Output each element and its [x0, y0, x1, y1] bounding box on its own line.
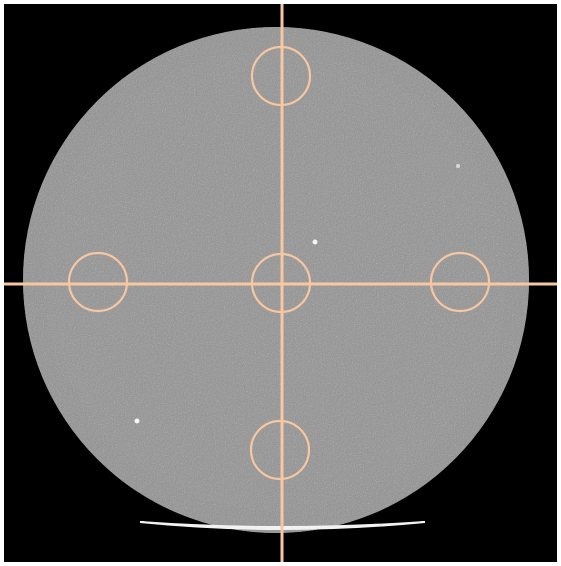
roi-center — [250, 252, 312, 314]
roi-top — [250, 45, 312, 107]
bright-speck — [134, 418, 140, 424]
table-curve — [139, 521, 426, 530]
roi-right — [429, 251, 491, 313]
roi-bottom — [249, 419, 311, 481]
phantom-disc — [23, 27, 529, 533]
roi-left — [67, 251, 129, 313]
bright-speck — [312, 239, 318, 245]
bright-speck — [456, 164, 460, 168]
